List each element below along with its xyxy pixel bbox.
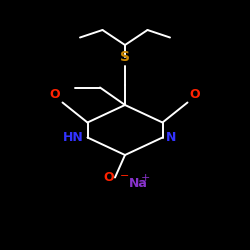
Text: S: S: [120, 50, 130, 64]
Text: O: O: [103, 171, 114, 184]
Text: Na: Na: [129, 177, 148, 190]
Text: HN: HN: [63, 131, 84, 144]
Text: −: −: [120, 171, 129, 181]
Text: +: +: [141, 173, 150, 183]
Text: N: N: [166, 131, 176, 144]
Text: O: O: [190, 88, 200, 101]
Text: O: O: [50, 88, 60, 101]
